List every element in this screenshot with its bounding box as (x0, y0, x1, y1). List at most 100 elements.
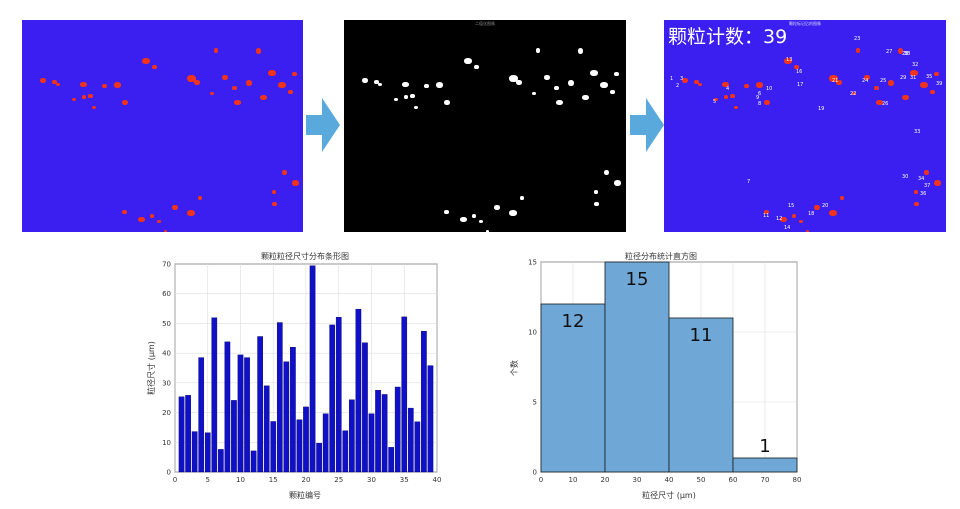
particle-blob (764, 100, 770, 105)
size-bar (414, 421, 421, 473)
particle-blob (694, 80, 699, 84)
particle-blob (876, 100, 883, 105)
size-bar (290, 346, 296, 473)
particle-number-label: 21 (832, 78, 839, 84)
size-bar (407, 407, 414, 473)
histogram-x-label: 粒径尺寸 (μm) (642, 490, 696, 500)
particle-blob (852, 92, 856, 95)
particle-blob (829, 210, 837, 216)
particle-blob (582, 95, 589, 100)
particle-number-label: 29 (900, 75, 907, 81)
particle-blob (756, 82, 763, 88)
size-bar (368, 413, 375, 473)
particle-blob (288, 90, 293, 94)
particle-blob (494, 205, 500, 210)
particle-number-label: 24 (862, 78, 869, 84)
particle-blob (256, 48, 261, 54)
particle-blob (682, 78, 688, 83)
particle-count: 颗粒计数：39 (668, 22, 787, 49)
size-bar (218, 449, 224, 473)
histogram-bin (604, 261, 670, 473)
bar-chart-y-label: 粒径尺寸 (μm) (146, 341, 156, 395)
particle-blob (714, 98, 718, 101)
bar-chart-y-tick: 30 (162, 379, 171, 387)
bar-chart-y-tick: 20 (162, 409, 171, 417)
histogram-x-tick: 50 (697, 476, 706, 484)
bar-chart-x-tick: 15 (269, 476, 278, 484)
particle-blob (410, 94, 415, 98)
histogram-bin-label: 12 (562, 311, 585, 332)
particle-blob (164, 230, 167, 232)
particle-number-label: 17 (797, 82, 804, 88)
particle-blob (794, 65, 799, 69)
particle-blob (80, 82, 87, 87)
particle-blob (374, 80, 379, 84)
size-bar (322, 413, 329, 473)
particle-blob (246, 80, 252, 86)
size-bar (427, 365, 434, 473)
particle-blob (472, 214, 476, 218)
particle-blob (836, 80, 842, 85)
bar-chart-y-tick: 60 (162, 290, 171, 298)
particle-blob (784, 58, 792, 64)
particle-number-label: 30 (902, 174, 909, 180)
particle-number-label: 25 (880, 78, 887, 84)
particle-blob (509, 75, 518, 82)
size-bar (211, 317, 218, 473)
particle-number-label: 26 (882, 101, 889, 107)
labeled-image-title: 颗粒标记后的图像 (789, 21, 821, 26)
bar-chart-x-tick: 10 (236, 476, 245, 484)
particle-blob (614, 72, 619, 76)
particle-blob (150, 214, 154, 218)
particle-blob (934, 72, 939, 76)
particle-number-label: 32 (912, 62, 919, 68)
particle-blob (464, 58, 472, 64)
size-bar (342, 430, 349, 473)
binary-image-panel: 二值化图像 (344, 20, 626, 232)
binary-image-title: 二值化图像 (475, 21, 495, 26)
particle-count-value: 39 (763, 26, 788, 48)
particle-blob (554, 86, 559, 90)
particle-number-label: 7 (747, 179, 751, 185)
particle-number-label: 38 (904, 51, 911, 57)
particle-blob (138, 217, 145, 222)
particle-blob (902, 95, 909, 100)
particle-blob (56, 83, 60, 86)
particle-blob (402, 82, 409, 87)
size-bar (375, 390, 381, 473)
particle-blob (278, 82, 286, 88)
particle-number-label: 14 (784, 225, 791, 231)
size-bar (231, 400, 237, 473)
right-arrow-icon (630, 98, 664, 152)
size-bar (250, 450, 257, 473)
size-bar (355, 308, 362, 473)
particle-blob (544, 75, 550, 80)
particle-blob (232, 86, 237, 90)
particle-blob (578, 48, 583, 54)
particle-blob (780, 217, 787, 222)
histogram-y-tick: 0 (533, 469, 537, 477)
particle-blob (829, 75, 838, 82)
particle-blob (92, 106, 96, 109)
right-arrow-icon (306, 98, 340, 152)
size-bar (362, 342, 368, 473)
bar-chart-y-tick: 0 (167, 469, 171, 477)
particle-blob (840, 196, 844, 200)
particle-blob (122, 100, 128, 105)
particle-blob (424, 84, 429, 88)
particle-blob (292, 180, 299, 186)
particle-blob (362, 78, 368, 83)
size-bar (191, 431, 198, 473)
particle-number-label: 34 (918, 176, 925, 182)
histogram-title: 粒径分布统计直方图 (625, 251, 697, 261)
particle-blob (764, 210, 769, 214)
size-bar (421, 330, 427, 473)
particle-blob (52, 80, 57, 84)
particle-blob (172, 205, 178, 210)
particle-number-label: 23 (854, 36, 861, 42)
particle-number-label: 5 (713, 99, 717, 105)
particle-blob (40, 78, 46, 83)
particle-blob (914, 190, 918, 194)
bar-chart-y-tick: 40 (162, 350, 171, 358)
bar-chart-x-tick: 0 (173, 476, 177, 484)
